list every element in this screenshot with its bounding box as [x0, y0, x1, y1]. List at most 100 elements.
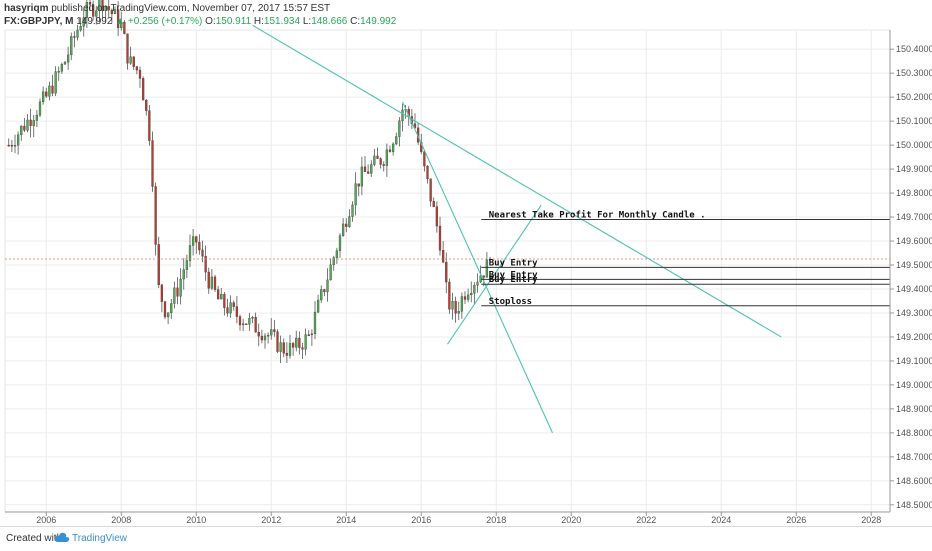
candle-body: [160, 284, 164, 302]
candle-body: [116, 9, 120, 29]
high-value: 151.934: [263, 16, 301, 27]
candle-body: [79, 26, 82, 31]
candle: [120, 11, 123, 31]
candle: [185, 254, 189, 279]
tradingview-brand[interactable]: TradingView: [72, 533, 128, 544]
grid: [4, 29, 891, 513]
candle: [351, 201, 354, 222]
y-tick-label: 148.8000: [896, 428, 932, 438]
candle-body: [473, 284, 476, 294]
candle-body: [423, 151, 426, 167]
candle: [107, 0, 110, 18]
candle: [104, 5, 107, 23]
candle-body: [363, 166, 367, 172]
x-tick-label: 2012: [261, 515, 281, 525]
candle: [32, 115, 35, 138]
candle: [135, 65, 139, 75]
candle: [226, 298, 229, 317]
candle-body: [85, 2, 89, 18]
candle: [335, 247, 339, 264]
price-change: +0.256 (+0.17%): [127, 16, 203, 27]
candle-body: [157, 244, 160, 286]
candle-body: [148, 110, 151, 141]
candle-body: [60, 64, 64, 72]
candle: [98, 0, 101, 23]
x-tick-label: 2016: [411, 515, 431, 525]
candle-body: [366, 171, 370, 174]
candle-body: [123, 21, 126, 35]
candle: [476, 273, 479, 293]
candle: [341, 218, 345, 237]
price-axis[interactable]: 150.4000 150.3000 150.2000 150.1000 150.0000…: [889, 30, 932, 512]
candle: [257, 323, 260, 347]
time-axis[interactable]: 2006 2008 2010 2012 2014 2016 2018 2020 2022 2024…: [5, 511, 890, 525]
candle: [38, 98, 42, 118]
candle-body: [101, 0, 104, 11]
candle: [10, 139, 14, 153]
candle: [60, 62, 64, 74]
candle: [251, 316, 254, 324]
candle-body: [441, 250, 445, 263]
candle-body: [107, 6, 110, 11]
candle: [285, 342, 289, 363]
candle-body: [204, 256, 207, 273]
candle-body: [98, 0, 101, 11]
candle-body: [63, 61, 67, 65]
candle-body: [138, 69, 142, 79]
trendline: [447, 204, 542, 345]
candle-body: [485, 259, 489, 278]
candle: [366, 164, 370, 175]
low-label: L:: [302, 16, 312, 27]
candle-body: [282, 342, 285, 354]
candle: [432, 197, 435, 208]
candle: [132, 56, 135, 70]
candle-body: [110, 9, 114, 15]
candle-body: [13, 144, 17, 147]
candle: [316, 294, 320, 314]
symbol-label[interactable]: FX:GBPJPY, M: [4, 16, 74, 27]
candle-body: [51, 85, 54, 94]
candle: [48, 81, 51, 101]
candle-body: [476, 281, 479, 286]
candle-body: [241, 323, 245, 326]
candle: [301, 342, 304, 360]
trendline: [401, 101, 554, 434]
candle-body: [457, 311, 460, 314]
candle-body: [66, 54, 70, 63]
candle: [310, 329, 314, 346]
candle: [229, 295, 232, 318]
candle-body: [276, 331, 279, 352]
y-tick-label: 150.4000: [896, 44, 932, 54]
candle: [426, 165, 429, 184]
candle: [454, 296, 457, 323]
candle: [348, 209, 351, 228]
candle: [173, 281, 176, 309]
candle-body: [288, 343, 292, 356]
candle: [23, 118, 26, 133]
trendlines: [252, 24, 782, 434]
candle: [354, 172, 357, 216]
x-tick-label: 2020: [561, 515, 581, 525]
x-tick-label: 2028: [861, 515, 881, 525]
candle-body: [32, 120, 35, 126]
candle: [16, 131, 20, 155]
footer: Created with TradingView: [0, 526, 932, 551]
candle-body: [445, 261, 448, 283]
y-tick-label: 150.3000: [896, 68, 932, 78]
candle-body: [173, 287, 176, 304]
author[interactable]: hasyriqm: [4, 3, 49, 14]
candle: [88, 0, 92, 12]
candle: [82, 8, 85, 37]
candle: [298, 331, 301, 355]
symbol-line: FX:GBPJPY, M 149.992 ▲ +0.256 (+0.17%) O…: [4, 16, 396, 27]
candle-body: [210, 276, 214, 289]
candle: [254, 312, 257, 333]
candle-body: [163, 301, 167, 318]
candle: [182, 258, 185, 290]
candle-body: [310, 333, 314, 336]
y-tick-label: 149.2000: [896, 332, 932, 342]
candle: [113, 6, 117, 15]
y-tick-label: 150.2000: [896, 92, 932, 102]
candle: [357, 183, 360, 197]
